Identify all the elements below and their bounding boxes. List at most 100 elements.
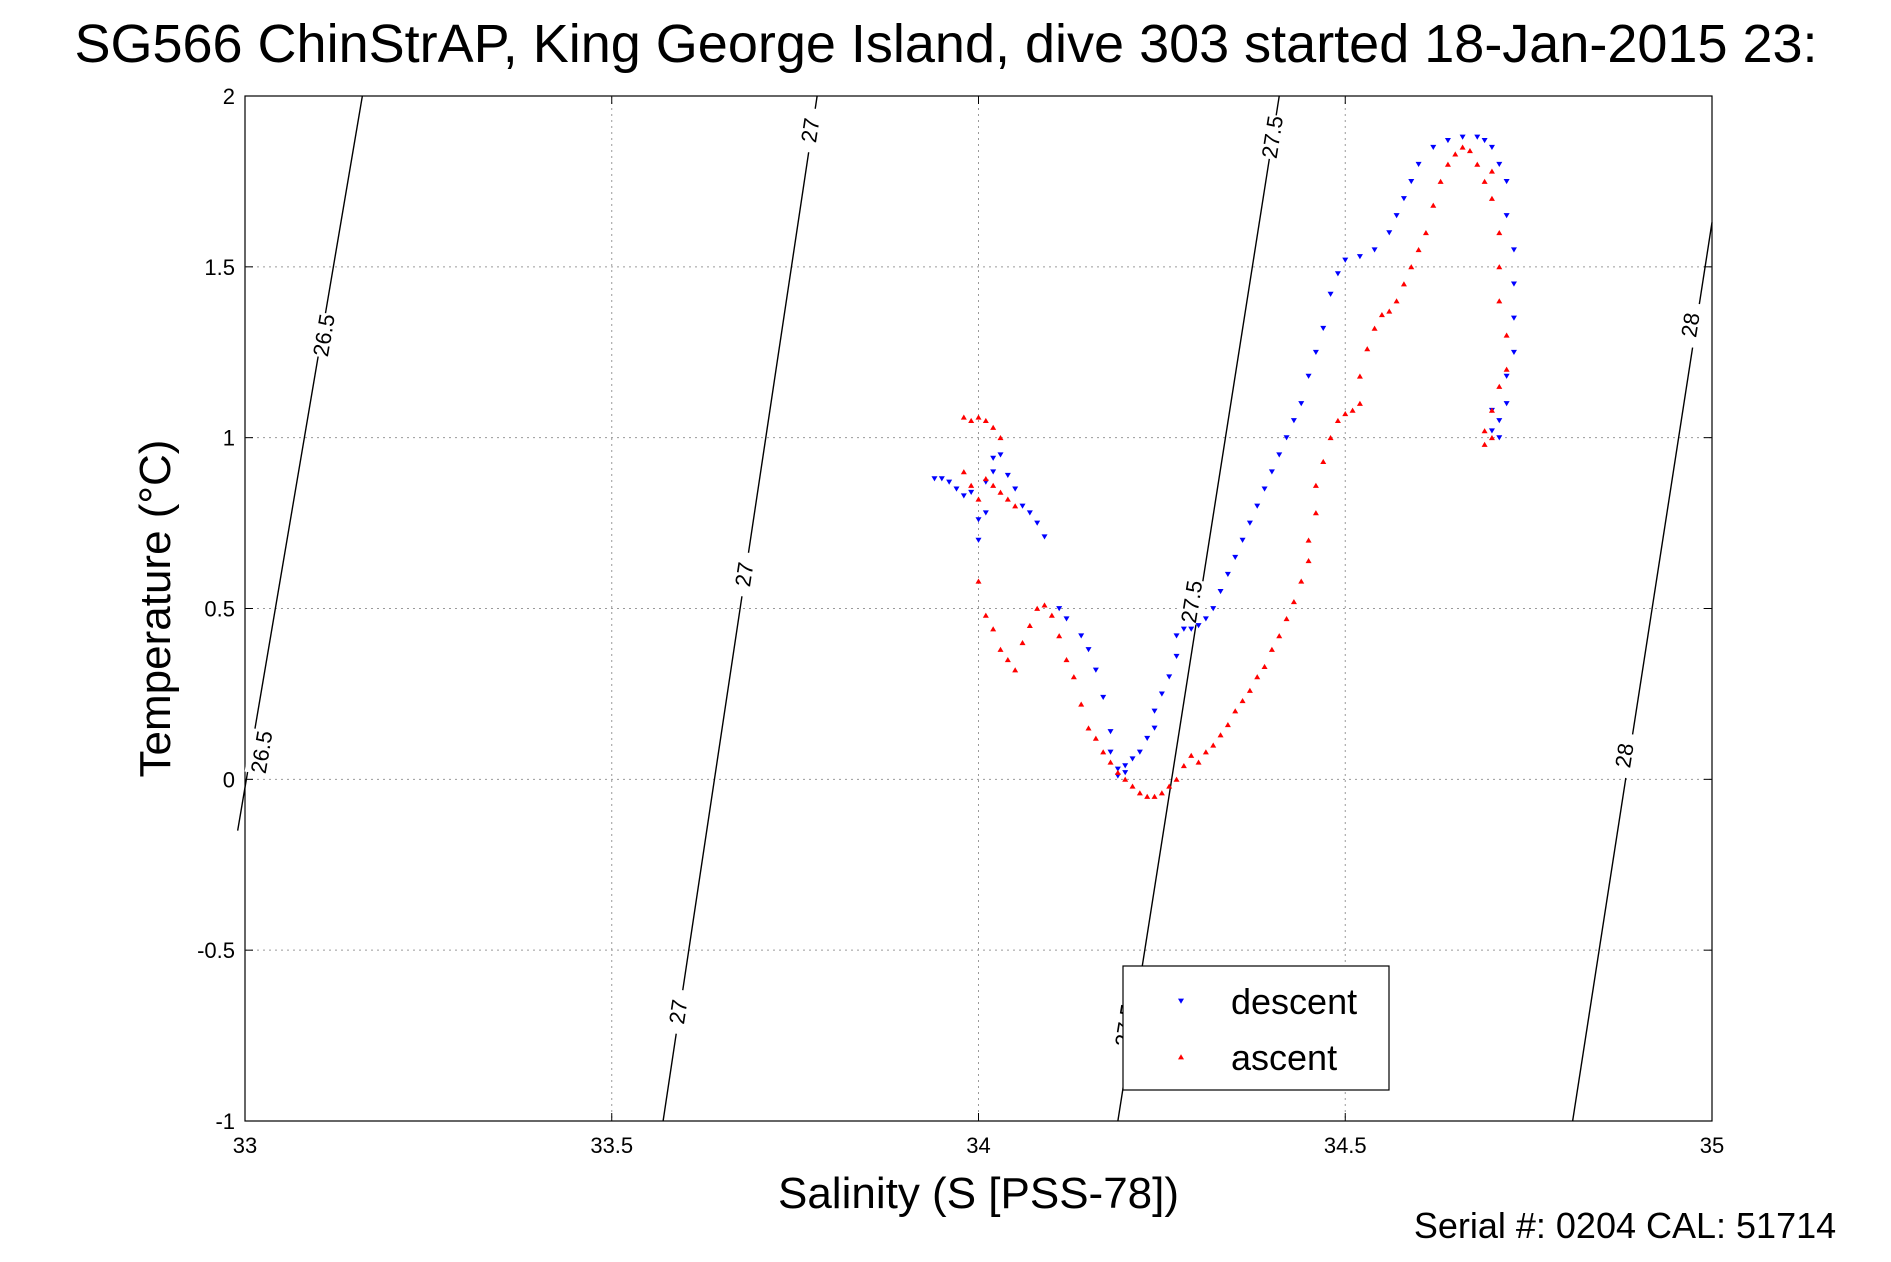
descent-point [1210,606,1217,612]
descent-point [1195,623,1202,629]
descent-point [1408,179,1415,185]
ascent-point [1166,783,1173,789]
ascent-point [982,612,989,618]
descent-point [1342,257,1349,263]
contour-label-bg [727,550,760,599]
ascent-point [1408,264,1415,270]
descent-point [990,455,997,461]
ascent-point [1415,247,1422,253]
ascent-point [1481,441,1488,447]
density-contour-label-group: 27 [727,550,760,599]
descent-point [946,479,953,485]
ascent-point [1503,332,1510,338]
density-contour-label-group: 28 [1673,301,1707,349]
x-tick-label: 34 [966,1133,990,1158]
descent-point [975,517,982,523]
descent-point [1063,616,1070,622]
y-tick-label: -0.5 [197,938,235,963]
y-tick-label: 0 [223,767,235,792]
ascent-point [975,496,982,502]
ascent-point [1430,202,1437,208]
ascent-point [1261,663,1268,669]
ascent-point [1070,674,1077,680]
ascent-point [1327,434,1334,441]
ascent-point [1202,749,1209,755]
contour-label-bg [244,728,278,776]
descent-point [960,493,967,499]
descent-point [1034,520,1041,526]
descent-point [1276,452,1283,458]
ascent-point [1371,325,1378,331]
descent-point [1386,230,1393,236]
ascent-point [1364,346,1371,352]
ascent-point [1496,383,1503,389]
descent-point [1107,729,1114,735]
descent-point [1122,770,1129,776]
descent-point [1261,486,1268,492]
descent-point [1122,763,1129,769]
ascent-point [1305,537,1312,543]
descent-point [990,469,997,475]
ascent-point [1276,633,1283,639]
descent-point [1188,626,1195,632]
descent-point [1327,291,1334,297]
descent-point [1496,435,1503,441]
ascent-point [1378,311,1385,318]
legend-label-ascent: ascent [1231,1037,1337,1078]
descent-point [1393,213,1400,219]
ascent-point [1224,721,1231,728]
ascent-point [1356,373,1363,379]
ascent-point [1356,400,1363,406]
ascent-point [1298,578,1305,584]
x-axis-label: Salinity (S [PSS-78]) [778,1169,1179,1218]
descent-point [1510,349,1517,355]
ascent-point [990,424,997,430]
ascent-point [1012,667,1019,673]
ascent-point [1122,776,1129,782]
ascent-point [1063,657,1070,663]
ascent-point [968,482,975,488]
descent-point [1151,725,1158,731]
descent-point [1474,134,1481,140]
descent-point [1488,428,1495,434]
ascent-point [1136,790,1143,796]
descent-point [975,537,982,543]
contour-label-bg [661,987,694,1036]
density-contour-label-group: 27 [793,106,826,154]
descent-point [1496,418,1503,424]
contour-label-bg [1255,113,1289,161]
ascent-point [968,417,975,423]
ascent-point [1019,639,1026,646]
descent-point [1415,161,1422,168]
ascent-point [1114,769,1121,775]
descent-point [1129,756,1136,762]
descent-point [1144,735,1151,742]
descent-point [1026,510,1033,516]
descent-point [997,452,1004,458]
y-tick-label: 1.5 [204,255,235,280]
descent-point [1246,520,1253,526]
ascent-point [1488,434,1495,441]
descent-point [1503,179,1510,185]
ascent-point [1422,229,1429,236]
ascent-point [1254,674,1261,680]
density-contour-line [1571,222,1713,1122]
ascent-point [1488,168,1495,174]
ascent-point [1158,790,1165,796]
ascent-point [1107,759,1114,765]
descent-point [1078,633,1085,639]
grid [245,96,1712,1121]
legend-label-descent: descent [1231,981,1357,1022]
descent-point [1496,161,1503,168]
descent-point [1459,134,1466,140]
descent-point [1334,271,1341,277]
legend-box [1122,965,1390,1091]
x-axis-ticks: 33 33.5 34 34.5 35 [233,96,1724,1158]
descent-point [1444,138,1451,144]
descent-point [968,489,975,496]
ascent-point [1144,793,1151,799]
descent-point [1283,435,1290,441]
descent-point [931,476,938,482]
